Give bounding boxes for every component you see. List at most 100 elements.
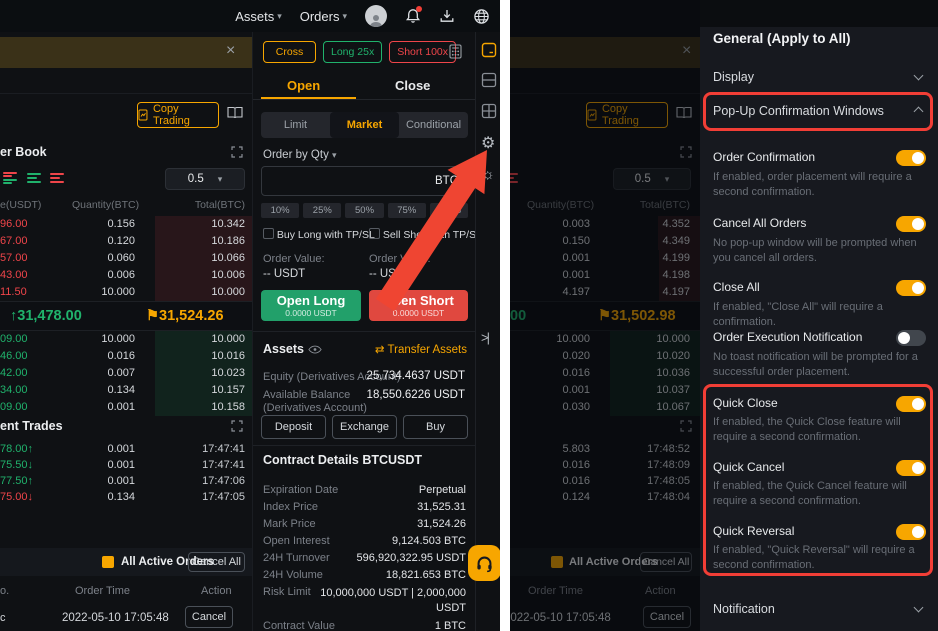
- percent-100[interactable]: 100%: [429, 203, 469, 218]
- transfer-assets-link[interactable]: ⇄ Transfer Assets: [374, 344, 467, 356]
- bid-row[interactable]: 0.020 10.020: [510, 348, 700, 365]
- nav-orders[interactable]: Orders ▾: [299, 8, 347, 24]
- notifications-bell[interactable]: [405, 6, 422, 24]
- support-button[interactable]: [468, 545, 500, 581]
- open-short-button[interactable]: Open Short 0.0000 USDT: [369, 290, 468, 321]
- quantity-input[interactable]: BTC: [261, 166, 468, 196]
- quick-reversal-desc: If enabled, "Quick Reversal" will requir…: [713, 544, 915, 571]
- order-execution-notification-toggle[interactable]: [896, 330, 926, 346]
- ask-row[interactable]: 0.001 4.198: [510, 267, 700, 284]
- download-button[interactable]: [439, 8, 455, 24]
- order-type-market[interactable]: Market: [330, 112, 399, 138]
- margin-mode-button[interactable]: Cross: [263, 41, 316, 63]
- percent-row: 10% 25% 50% 75% 100%: [261, 203, 469, 218]
- display-section[interactable]: Display: [713, 70, 754, 84]
- notification-dot: [416, 6, 422, 12]
- order-type-limit[interactable]: Limit: [283, 119, 308, 131]
- detail-row: Index Price 31,525.31: [263, 501, 466, 513]
- ask-row[interactable]: 0.001 4.199: [510, 250, 700, 267]
- layout-single-icon[interactable]: [481, 42, 497, 58]
- tab-close[interactable]: Close: [395, 78, 431, 93]
- percent-50[interactable]: 50%: [345, 203, 384, 218]
- eye-icon[interactable]: [308, 345, 322, 354]
- expand-icon[interactable]: [231, 420, 243, 432]
- tpsl-long-checkbox[interactable]: Buy Long with TP/SL: [263, 228, 375, 241]
- order-by-label[interactable]: Order by Qty ▾: [263, 149, 337, 161]
- notification-section[interactable]: Notification: [713, 602, 775, 616]
- bid-row[interactable]: 09.00 0.001 10.158: [0, 399, 252, 416]
- percent-10[interactable]: 10%: [261, 203, 300, 218]
- all-active-orders-checkbox[interactable]: [102, 556, 114, 568]
- ask-row[interactable]: 96.00 0.156 10.342: [0, 216, 252, 233]
- tick-group-dropdown[interactable]: 0.5 ▾: [165, 168, 245, 190]
- orderbook-guide-button[interactable]: [227, 106, 243, 119]
- percent-75[interactable]: 75%: [387, 203, 426, 218]
- col-action: Action: [645, 585, 676, 597]
- col-action: Action: [201, 585, 232, 597]
- language-globe-button[interactable]: [473, 8, 490, 25]
- layout-split-icon[interactable]: [481, 72, 497, 88]
- buy-button[interactable]: Buy: [403, 415, 468, 439]
- cancel-button[interactable]: Cancel: [643, 606, 691, 628]
- copy-trading-button[interactable]: Copy Trading: [137, 102, 219, 128]
- collapse-panel-icon[interactable]: >|: [481, 330, 490, 345]
- all-active-orders-checkbox[interactable]: [551, 556, 563, 568]
- bid-row[interactable]: 10.000 10.000: [510, 331, 700, 348]
- chevron-down-icon: ▾: [217, 173, 223, 184]
- close-icon[interactable]: ×: [226, 42, 236, 59]
- book-icon[interactable]: [676, 106, 692, 119]
- bid-row[interactable]: 0.030 10.067: [510, 399, 700, 416]
- popup-confirmation-section[interactable]: Pop-Up Confirmation Windows: [713, 104, 884, 118]
- cancel-button[interactable]: Cancel: [185, 606, 233, 628]
- orderbook-view-bids-icon[interactable]: [27, 171, 42, 185]
- orderbook-view-asks-icon[interactable]: [50, 171, 65, 185]
- long-leverage-button[interactable]: Long 25x: [323, 41, 383, 63]
- ask-row[interactable]: 0.003 4.352: [510, 216, 700, 233]
- expand-icon[interactable]: [680, 146, 692, 158]
- short-leverage-button[interactable]: Short 100x: [389, 41, 457, 63]
- ask-row[interactable]: 43.00 0.006 10.006: [0, 267, 252, 284]
- ask-row[interactable]: 11.50 10.000 10.000: [0, 284, 252, 301]
- bid-row[interactable]: 0.001 10.037: [510, 382, 700, 399]
- open-long-button[interactable]: Open Long 0.0000 USDT: [261, 290, 361, 321]
- cancel-all-orders-toggle[interactable]: [896, 216, 926, 232]
- bid-row[interactable]: 34.00 0.134 10.157: [0, 382, 252, 399]
- order-confirmation-toggle[interactable]: [896, 150, 926, 166]
- chevron-down-icon[interactable]: [913, 602, 924, 613]
- orderbook-view-both-icon[interactable]: [3, 171, 18, 185]
- tab-open[interactable]: Open: [287, 78, 321, 93]
- settings-gear-icon[interactable]: ⚙: [481, 135, 496, 152]
- orderbook-view-asks-icon[interactable]: [510, 171, 519, 185]
- cancel-all-button[interactable]: Cancel All: [640, 552, 692, 572]
- expand-icon[interactable]: [231, 146, 243, 158]
- chevron-up-icon[interactable]: [913, 106, 924, 117]
- quick-cancel-toggle[interactable]: [896, 460, 926, 476]
- brightness-icon[interactable]: ☼: [481, 166, 495, 183]
- deposit-button[interactable]: Deposit: [261, 415, 326, 439]
- order-type-conditional[interactable]: Conditional: [405, 119, 462, 131]
- close-icon[interactable]: ×: [682, 42, 692, 59]
- bid-row[interactable]: 46.00 0.016 10.016: [0, 348, 252, 365]
- close-all-toggle[interactable]: [896, 280, 926, 296]
- ask-row[interactable]: 4.197 4.197: [510, 284, 700, 301]
- bid-row[interactable]: 0.016 10.036: [510, 365, 700, 382]
- expand-icon[interactable]: [680, 420, 692, 432]
- layout-grid-icon[interactable]: [481, 103, 497, 119]
- ask-row[interactable]: 67.00 0.120 10.186: [0, 233, 252, 250]
- quick-reversal-toggle[interactable]: [896, 524, 926, 540]
- nav-assets[interactable]: Assets ▾: [235, 8, 282, 24]
- tpsl-short-checkbox[interactable]: Sell Short with TP/SL: [369, 228, 482, 241]
- cancel-all-button[interactable]: Cancel All: [188, 552, 245, 572]
- exchange-button[interactable]: Exchange: [332, 415, 397, 439]
- quick-close-toggle[interactable]: [896, 396, 926, 412]
- ask-row[interactable]: 57.00 0.060 10.066: [0, 250, 252, 267]
- chevron-down-icon[interactable]: [913, 70, 924, 81]
- ask-row[interactable]: 0.150 4.349: [510, 233, 700, 250]
- avatar[interactable]: [365, 5, 387, 27]
- copy-trading-button[interactable]: Copy Trading: [586, 102, 668, 128]
- percent-25[interactable]: 25%: [303, 203, 342, 218]
- calculator-icon[interactable]: [449, 44, 462, 59]
- bid-row[interactable]: 09.00 10.000 10.000: [0, 331, 252, 348]
- tick-group-dropdown[interactable]: 0.5 ▾: [613, 168, 691, 190]
- bid-row[interactable]: 42.00 0.007 10.023: [0, 365, 252, 382]
